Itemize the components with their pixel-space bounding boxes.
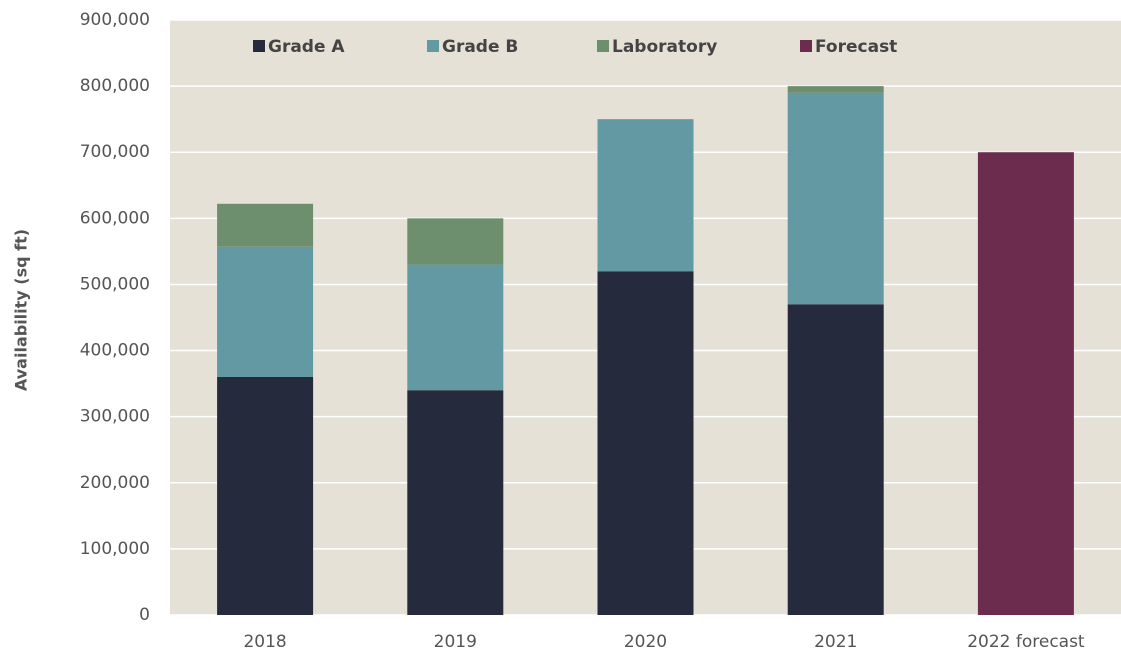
bar-segment: [787, 86, 884, 93]
bar-segment: [977, 152, 1074, 615]
y-tick-label: 0: [139, 605, 150, 625]
bar-segment: [407, 218, 504, 265]
y-tick-label: 600,000: [80, 208, 150, 228]
legend-swatch: [800, 40, 812, 52]
bar-segment: [407, 390, 504, 615]
x-tick-label: 2018: [243, 632, 286, 652]
y-axis-title: Availability (sq ft): [12, 229, 31, 391]
y-tick-label: 300,000: [80, 407, 150, 427]
x-tick-label: 2019: [434, 632, 477, 652]
y-tick-label: 900,000: [80, 10, 150, 30]
legend-label: Forecast: [815, 37, 897, 57]
legend-label: Laboratory: [612, 37, 717, 57]
bar-segment: [597, 271, 694, 615]
legend-label: Grade A: [268, 37, 345, 57]
bar-segment: [597, 119, 694, 272]
bar-segment: [217, 203, 314, 247]
x-tick-label: 2021: [814, 632, 857, 652]
x-tick-label: 2020: [624, 632, 667, 652]
legend-label: Grade B: [442, 37, 518, 57]
x-tick-label: 2022 forecast: [967, 632, 1085, 652]
y-tick-label: 200,000: [80, 473, 150, 493]
y-tick-label: 400,000: [80, 341, 150, 361]
bar-segment: [787, 304, 884, 615]
y-tick-label: 800,000: [80, 76, 150, 96]
bar-segment: [407, 264, 504, 391]
legend-swatch: [253, 40, 265, 52]
y-tick-label: 100,000: [80, 539, 150, 559]
legend-swatch: [597, 40, 609, 52]
y-tick-label: 500,000: [80, 274, 150, 294]
bar-segment: [787, 92, 884, 305]
legend-swatch: [427, 40, 439, 52]
bar-segment: [217, 377, 314, 615]
bar-segment: [217, 246, 314, 377]
y-tick-label: 700,000: [80, 142, 150, 162]
